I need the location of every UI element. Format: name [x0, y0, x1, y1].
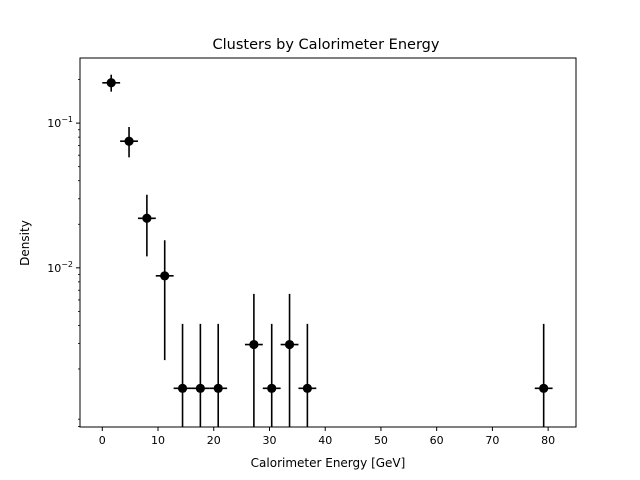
x-tick-label: 20: [207, 434, 221, 447]
data-point: [191, 323, 210, 427]
point-marker: [124, 136, 134, 146]
point-marker: [213, 383, 223, 393]
data-point: [244, 293, 263, 427]
point-marker: [195, 383, 205, 393]
point-marker: [249, 339, 259, 350]
data-point: [209, 323, 228, 427]
x-tick-label: 70: [485, 434, 499, 447]
x-tick-label: 80: [541, 434, 555, 447]
data-point: [262, 323, 281, 427]
point-marker: [302, 383, 312, 393]
point-marker: [177, 383, 188, 393]
point-marker: [284, 339, 295, 350]
data-point: [102, 74, 121, 92]
data-point: [173, 323, 192, 427]
x-axis-label: Calorimeter Energy [GeV]: [251, 456, 406, 470]
x-tick-label: 10: [151, 434, 165, 447]
y-tick-label: 10−2: [47, 260, 73, 275]
data-point: [534, 323, 553, 427]
chart-title: Clusters by Calorimeter Energy: [213, 37, 440, 53]
data-series: [102, 74, 553, 427]
point-marker: [106, 78, 116, 88]
plot-frame: [79, 57, 577, 428]
data-point: [298, 323, 317, 427]
y-tick-label: 10−1: [47, 115, 73, 130]
x-tick-label: 40: [318, 434, 332, 447]
data-point: [155, 240, 174, 361]
y-axis: 10−1 10−2: [47, 79, 80, 427]
point-marker: [160, 271, 170, 281]
y-axis-label: Density: [18, 220, 32, 266]
point-marker: [142, 213, 152, 223]
data-point: [137, 194, 156, 257]
data-point: [120, 127, 138, 158]
x-tick-label: 0: [99, 434, 106, 447]
point-marker: [539, 383, 549, 393]
x-tick-label: 30: [262, 434, 276, 447]
x-tick-label: 60: [430, 434, 444, 447]
x-axis: 0 10 20 30 40 50 60 70 80: [99, 427, 555, 447]
x-tick-label: 50: [374, 434, 388, 447]
data-point: [280, 293, 299, 427]
point-marker: [267, 383, 277, 393]
